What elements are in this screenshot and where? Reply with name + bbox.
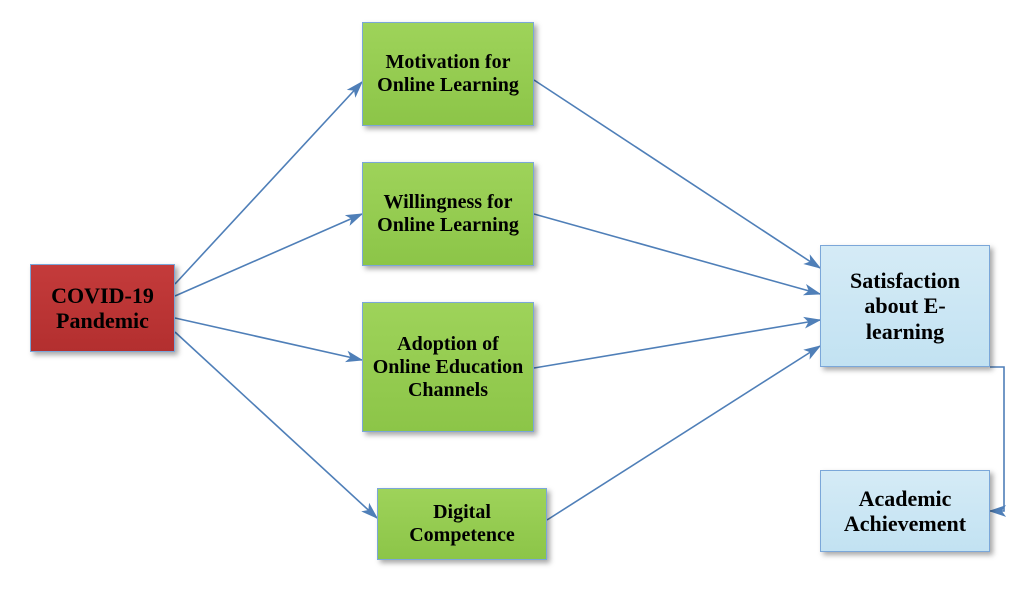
node-motivation-label: Motivation for Online Learning bbox=[371, 51, 525, 97]
node-digital-label: Digital Competence bbox=[386, 501, 538, 547]
node-covid: COVID-19 Pandemic bbox=[30, 264, 175, 352]
edge-adoption-satisfaction bbox=[534, 320, 820, 368]
node-adoption: Adoption of Online Education Channels bbox=[362, 302, 534, 432]
node-covid-label: COVID-19 Pandemic bbox=[39, 283, 166, 334]
node-adoption-label: Adoption of Online Education Channels bbox=[371, 333, 525, 402]
edge-covid-willingness bbox=[175, 214, 362, 296]
node-willingness-label: Willingness for Online Learning bbox=[371, 191, 525, 237]
edge-digital-satisfaction bbox=[547, 346, 820, 520]
node-motivation: Motivation for Online Learning bbox=[362, 22, 534, 126]
node-achievement: Academic Achievement bbox=[820, 470, 990, 552]
edge-covid-adoption bbox=[175, 318, 362, 360]
node-willingness: Willingness for Online Learning bbox=[362, 162, 534, 266]
edge-willingness-satisfaction bbox=[534, 214, 820, 294]
node-achievement-label: Academic Achievement bbox=[829, 486, 981, 537]
edge-satisfaction-achievement bbox=[990, 367, 1004, 511]
edge-covid-motivation bbox=[175, 82, 362, 284]
node-digital: Digital Competence bbox=[377, 488, 547, 560]
edge-motivation-satisfaction bbox=[534, 80, 820, 268]
node-satisfaction-label: Satisfaction about E-learning bbox=[829, 268, 981, 344]
node-satisfaction: Satisfaction about E-learning bbox=[820, 245, 990, 367]
edge-covid-digital bbox=[175, 332, 377, 518]
